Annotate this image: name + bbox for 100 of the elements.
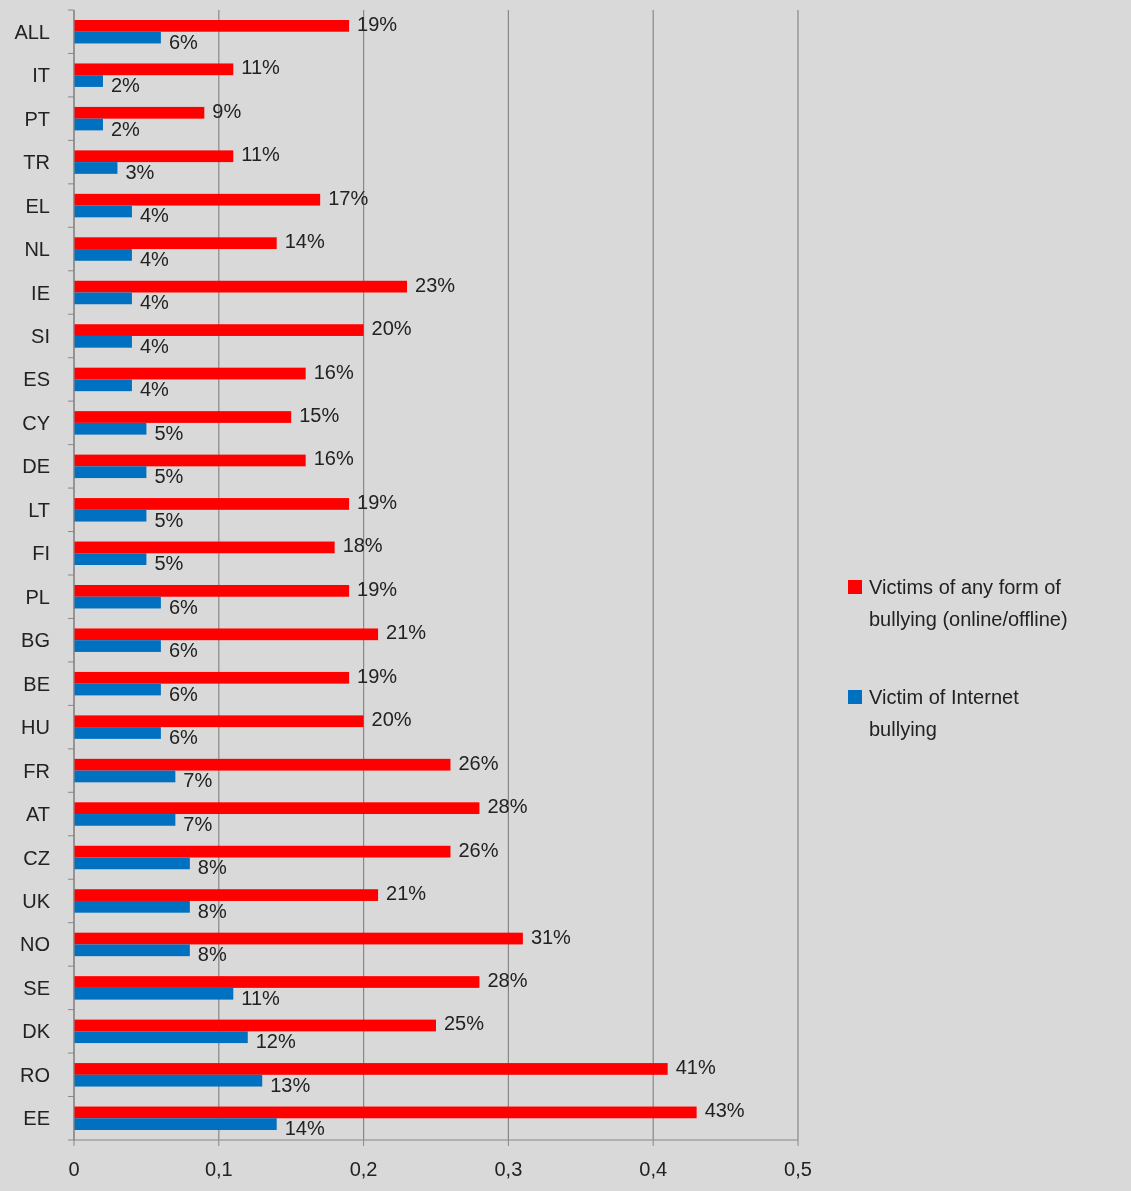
data-label: 4% bbox=[139, 291, 170, 314]
data-label: 15% bbox=[299, 404, 340, 427]
data-label: 6% bbox=[168, 682, 198, 705]
y-tick-label: HU bbox=[21, 716, 50, 739]
y-tick-label: TR bbox=[23, 151, 50, 174]
y-tick-label: LT bbox=[28, 498, 50, 521]
x-tick-label: 0,1 bbox=[204, 1158, 233, 1180]
data-label: 12% bbox=[255, 1030, 297, 1053]
data-label: 4% bbox=[139, 247, 170, 270]
data-label: 20% bbox=[371, 708, 412, 731]
data-label: 16% bbox=[313, 447, 354, 470]
data-label: 4% bbox=[139, 378, 170, 401]
y-tick-label: BE bbox=[23, 672, 50, 695]
y-tick-label: RO bbox=[20, 1063, 50, 1086]
data-label: 8% bbox=[197, 899, 227, 922]
y-tick-label: IT bbox=[32, 64, 50, 87]
data-label: 5% bbox=[154, 552, 184, 575]
y-tick-label: NO bbox=[20, 933, 50, 956]
data-label: 7% bbox=[183, 769, 213, 792]
bar bbox=[74, 498, 350, 510]
data-label: 17% bbox=[328, 186, 369, 209]
y-tick-label: DK bbox=[22, 1020, 51, 1043]
data-label: 14% bbox=[284, 1117, 325, 1140]
bar bbox=[74, 640, 161, 652]
y-tick-label: ALL bbox=[14, 20, 50, 43]
y-tick-label: PL bbox=[25, 585, 50, 608]
data-label: 16% bbox=[313, 360, 354, 383]
bar bbox=[74, 802, 480, 815]
bar bbox=[74, 205, 132, 218]
bar bbox=[74, 422, 147, 435]
data-label: 2% bbox=[110, 117, 141, 140]
y-tick-label: AT bbox=[25, 803, 50, 826]
bar bbox=[74, 541, 335, 554]
data-label: 6% bbox=[168, 595, 198, 618]
x-tick-label: 0 bbox=[68, 1158, 80, 1180]
data-label: 18% bbox=[342, 534, 383, 557]
bar bbox=[74, 367, 306, 380]
bar bbox=[74, 1118, 277, 1130]
bar bbox=[74, 335, 132, 348]
bar bbox=[74, 770, 176, 783]
bar bbox=[74, 249, 132, 261]
bar bbox=[74, 758, 451, 771]
bar bbox=[74, 683, 161, 696]
bar bbox=[74, 379, 132, 392]
y-tick-label: BG bbox=[21, 629, 50, 652]
data-label: 41% bbox=[675, 1055, 716, 1078]
data-label: 19% bbox=[357, 490, 398, 513]
data-label: 13% bbox=[270, 1073, 311, 1096]
data-label: 28% bbox=[487, 969, 528, 992]
bar bbox=[74, 193, 321, 206]
legend-label: Victim of Internet bullying bbox=[869, 686, 1020, 740]
bar bbox=[74, 715, 364, 728]
bar bbox=[74, 106, 205, 119]
x-tick-label: 0,2 bbox=[349, 1158, 378, 1180]
data-label: 9% bbox=[212, 99, 242, 122]
data-label: 6% bbox=[168, 30, 198, 53]
y-tick-label: UK bbox=[22, 889, 51, 912]
bar bbox=[74, 628, 379, 641]
y-tick-label: FI bbox=[32, 542, 50, 565]
bar bbox=[74, 671, 350, 684]
y-tick-label: EL bbox=[25, 194, 50, 217]
bar bbox=[74, 509, 147, 522]
bar bbox=[74, 237, 277, 250]
bar bbox=[74, 324, 364, 336]
y-tick-label: CZ bbox=[23, 846, 50, 869]
y-tick-label: NL bbox=[24, 238, 50, 261]
bar bbox=[74, 75, 103, 87]
y-tick-label: SI bbox=[31, 324, 50, 347]
data-label: 21% bbox=[386, 882, 427, 905]
bar bbox=[74, 1063, 668, 1075]
bar bbox=[74, 1019, 436, 1032]
data-label: 19% bbox=[357, 577, 398, 600]
data-label: 5% bbox=[154, 465, 184, 488]
y-tick-label: DE bbox=[22, 455, 50, 478]
y-tick-label: ES bbox=[23, 368, 50, 391]
data-label: 6% bbox=[168, 725, 198, 748]
data-label: 8% bbox=[197, 943, 227, 966]
data-label: 4% bbox=[139, 334, 170, 357]
bar bbox=[74, 292, 132, 305]
bar bbox=[74, 553, 147, 565]
data-label: 26% bbox=[458, 838, 499, 861]
data-label: 11% bbox=[241, 986, 281, 1009]
bar bbox=[74, 63, 234, 76]
data-label: 19% bbox=[357, 12, 398, 35]
data-label: 23% bbox=[415, 273, 456, 296]
bar bbox=[74, 585, 350, 597]
bar bbox=[74, 845, 451, 858]
data-label: 25% bbox=[444, 1012, 485, 1035]
bar bbox=[74, 932, 523, 945]
bar bbox=[74, 889, 379, 901]
bar bbox=[74, 976, 480, 988]
bar bbox=[74, 900, 190, 913]
bar bbox=[74, 118, 103, 131]
data-label: 2% bbox=[110, 74, 141, 97]
data-label: 26% bbox=[458, 751, 499, 774]
bar bbox=[74, 857, 190, 870]
data-label: 5% bbox=[154, 508, 184, 531]
data-label: 28% bbox=[487, 795, 528, 818]
bar bbox=[74, 596, 161, 609]
data-label: 11% bbox=[241, 56, 281, 79]
